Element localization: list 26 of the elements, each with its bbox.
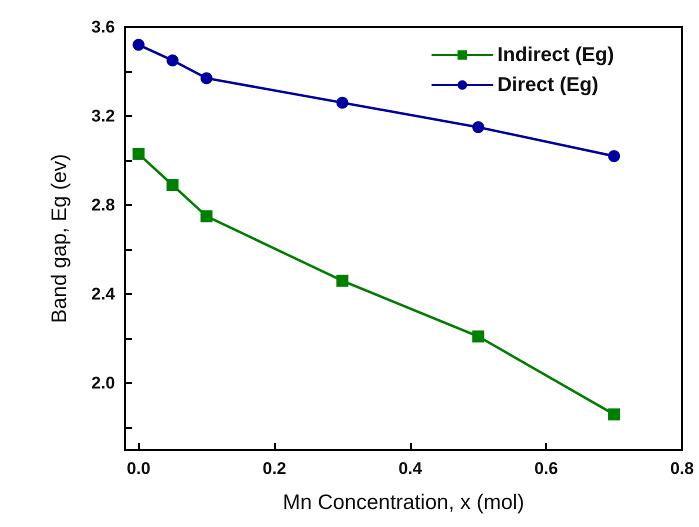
x-tick-label: 0.2 (262, 459, 286, 478)
y-tick-label: 2.8 (91, 196, 115, 215)
point (132, 38, 145, 51)
point (132, 148, 145, 160)
y-tick-label: 3.6 (91, 18, 115, 36)
point (200, 72, 213, 84)
point (608, 150, 620, 162)
y-tick-label: 3.2 (91, 106, 115, 126)
point (608, 408, 620, 420)
x-tick-label: 0.6 (534, 459, 558, 478)
y-axis-title: Band gap, Eg (ev) (48, 154, 71, 324)
point (472, 330, 484, 342)
point (336, 96, 348, 109)
point (166, 179, 179, 192)
y-tick-label: 2.4 (91, 284, 116, 304)
x-axis-title: Mn Concentration, x (mol) (282, 491, 524, 514)
x-tick-label: 0.8 (670, 459, 694, 478)
x-tick-label: 0.0 (126, 459, 150, 478)
y-tick-label: 2.0 (91, 374, 115, 393)
point (200, 210, 213, 222)
legend-label: Direct (Eg) (497, 74, 598, 96)
point (472, 121, 484, 134)
point (336, 274, 348, 287)
x-tick-label: 0.4 (398, 459, 423, 478)
legend-label: Indirect (Eg) (497, 44, 614, 66)
point (166, 54, 179, 66)
